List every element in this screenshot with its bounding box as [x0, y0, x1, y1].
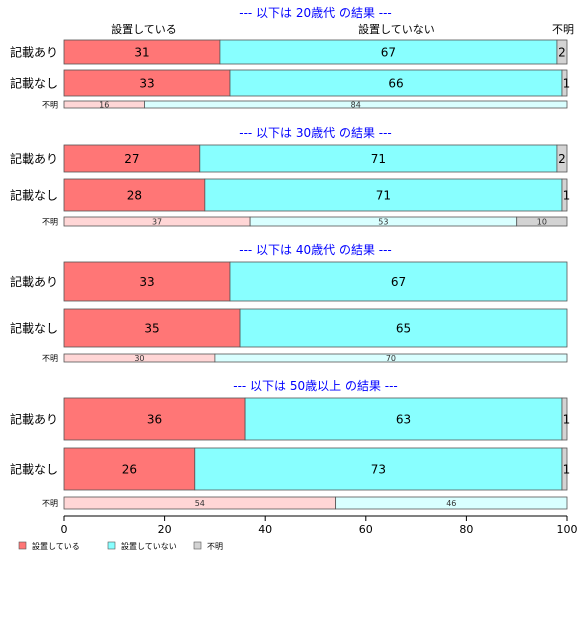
bar-value-label: 46 — [446, 499, 456, 508]
bar-value-label: 30 — [134, 354, 144, 363]
bar-value-label: 26 — [122, 463, 137, 477]
legend-label: 設置していない — [121, 541, 177, 551]
legend-label: 設置している — [32, 541, 80, 551]
bar-value-label: 33 — [139, 275, 154, 289]
row-label: 記載なし — [10, 462, 58, 477]
bar-segment — [199, 144, 558, 173]
bar-value-label: 1 — [563, 463, 571, 477]
row-label: 記載あり — [10, 45, 58, 60]
x-tick-label: 20 — [158, 523, 172, 536]
column-header: 設置している — [111, 22, 177, 36]
bar-segment — [214, 353, 568, 363]
bar-value-label: 73 — [371, 463, 386, 477]
legend-label: 不明 — [207, 542, 223, 551]
bar-value-label: 27 — [124, 152, 139, 166]
row-label: 不明 — [42, 218, 58, 227]
bar-value-label: 54 — [195, 499, 205, 508]
x-tick-label: 60 — [359, 523, 373, 536]
bar-segment — [516, 216, 568, 227]
legend-swatch — [193, 541, 202, 550]
bar-value-label: 71 — [376, 189, 391, 203]
bar-value-label: 67 — [391, 275, 406, 289]
bar-segment — [335, 496, 568, 510]
bar-value-label: 1 — [563, 189, 571, 203]
bar-value-label: 70 — [386, 354, 396, 363]
row-label: 記載なし — [10, 188, 58, 203]
legend-swatch — [18, 541, 27, 550]
bar-value-label: 16 — [99, 101, 109, 110]
legend-swatch — [107, 541, 116, 550]
bar-segment — [244, 397, 563, 441]
bar-segment — [63, 39, 221, 65]
bar-segment — [194, 447, 563, 491]
row-label: 記載あり — [10, 274, 58, 289]
bar-value-label: 67 — [381, 46, 396, 60]
bar-segment — [63, 397, 246, 441]
bar-value-label: 53 — [378, 218, 388, 227]
bar-segment — [229, 261, 568, 302]
x-tick-label: 80 — [459, 523, 473, 536]
row-label: 不明 — [42, 499, 58, 508]
bar-value-label: 71 — [371, 152, 386, 166]
bar-value-label: 10 — [537, 218, 547, 227]
bar-value-label: 1 — [563, 77, 571, 91]
row-label: 記載なし — [10, 321, 58, 336]
x-tick-label: 100 — [557, 523, 578, 536]
bar-value-label: 28 — [127, 189, 142, 203]
bar-value-label: 2 — [558, 152, 566, 166]
bar-segment — [63, 308, 241, 348]
bar-value-label: 1 — [563, 413, 571, 427]
bar-segment — [561, 447, 568, 491]
panel-title: --- 以下は 40歳代 の結果 --- — [239, 243, 392, 257]
bar-value-label: 31 — [134, 46, 149, 60]
bar-value-label: 36 — [147, 413, 162, 427]
bar-segment — [219, 39, 558, 65]
bar-value-label: 2 — [558, 46, 566, 60]
x-tick-label: 0 — [61, 523, 68, 536]
row-label: 不明 — [42, 101, 58, 110]
bar-value-label: 66 — [388, 77, 403, 91]
x-tick-label: 40 — [258, 523, 272, 536]
bar-segment — [561, 69, 568, 97]
column-header: 設置していない — [358, 22, 435, 36]
bar-segment — [556, 144, 568, 173]
panel-title: --- 以下は 50歳以上 の結果 --- — [233, 379, 398, 393]
bar-segment — [204, 178, 563, 212]
row-label: 記載なし — [10, 76, 58, 91]
bar-value-label: 33 — [139, 77, 154, 91]
bar-segment — [144, 100, 568, 109]
row-label: 記載あり — [10, 412, 58, 427]
row-label: 不明 — [42, 354, 58, 363]
bar-segment — [561, 178, 568, 212]
bar-value-label: 63 — [396, 413, 411, 427]
row-label: 記載あり — [10, 151, 58, 166]
panel-title: --- 以下は 30歳代 の結果 --- — [239, 126, 392, 140]
bar-segment — [63, 261, 231, 302]
bar-value-label: 84 — [351, 101, 361, 110]
bar-value-label: 35 — [144, 322, 159, 336]
bar-value-label: 65 — [396, 322, 411, 336]
panel-title: --- 以下は 20歳代 の結果 --- — [239, 6, 392, 20]
bar-value-label: 37 — [152, 218, 162, 227]
bar-segment — [561, 397, 568, 441]
column-header: 不明 — [552, 23, 574, 36]
bar-segment — [556, 39, 568, 65]
bar-segment — [63, 144, 201, 173]
bar-segment — [239, 308, 568, 348]
